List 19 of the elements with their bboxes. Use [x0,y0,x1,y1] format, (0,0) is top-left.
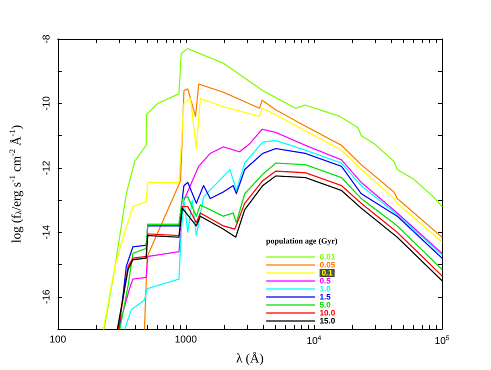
x-axis-title: λ (Å) [236,350,264,366]
x-tick-label: 1000 [174,334,198,346]
text: 15.0 [320,316,336,326]
text: 1.5 [320,292,332,302]
text: log (fλ/erg s-1 cm-2 Å-1) [7,124,24,244]
y-tick-label: -8 [41,34,52,44]
text: 0.1 [322,268,334,278]
text: 1.0 [320,284,332,294]
text: 5.0 [320,300,332,310]
text: 10.0 [320,308,336,318]
y-tick-label: -10 [41,96,52,111]
y-tick-label: -12 [41,160,52,176]
text: 0.05 [320,260,336,270]
text: 0.5 [320,276,332,286]
legend-title: population age (Gyr) [266,236,338,246]
y-tick-label: -16 [41,289,52,304]
text: 0.01 [320,252,336,262]
x-tick-label: 100 [49,334,67,346]
y-tick-label: -14 [41,224,52,240]
